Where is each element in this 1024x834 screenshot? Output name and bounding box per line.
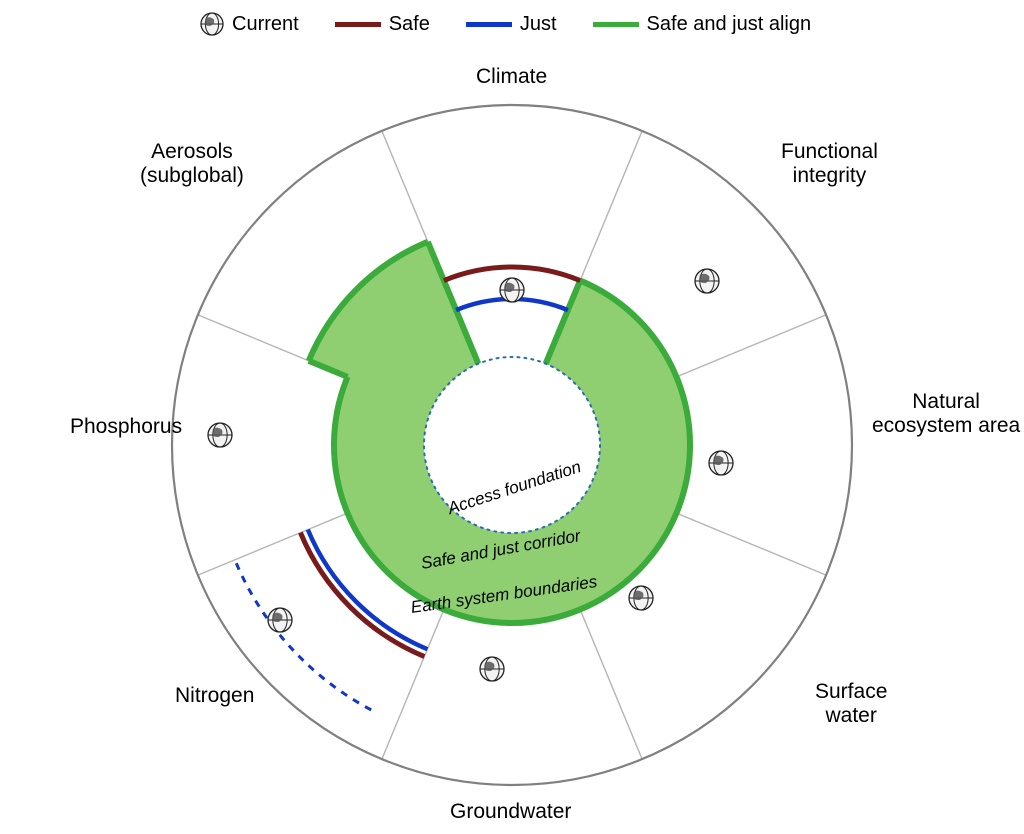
globe-icon [708, 450, 734, 476]
legend-label: Safe [389, 13, 430, 36]
sector-label: Natural ecosystem area [872, 390, 1020, 438]
legend-label: Just [520, 13, 557, 36]
globe-icon [694, 268, 720, 294]
legend-item-current: Current [200, 12, 299, 36]
swatch-just [466, 22, 512, 27]
globe-icon [207, 422, 233, 448]
sector-label: Functional integrity [781, 140, 878, 188]
globe-icon [628, 585, 654, 611]
legend-item-safe: Safe [335, 13, 430, 36]
sector-label: Climate [476, 65, 547, 89]
sector-label: Nitrogen [175, 684, 254, 708]
sector-label: Groundwater [450, 800, 571, 824]
legend-item-safejust: Safe and just align [593, 13, 812, 36]
globe-icon [267, 607, 293, 633]
swatch-safe [335, 22, 381, 27]
globe-icon [200, 12, 224, 36]
legend-item-just: Just [466, 13, 557, 36]
globe-icon [479, 656, 505, 682]
legend-label: Safe and just align [647, 13, 812, 36]
swatch-safejust [593, 22, 639, 27]
diagram-root: { "canvas": { "width": 1024, "height": 8… [0, 0, 1024, 834]
globe-icon [499, 277, 525, 303]
sector-label: Surface water [815, 680, 887, 728]
legend-label: Current [232, 13, 299, 36]
sector-label: Aerosols (subglobal) [140, 140, 244, 188]
sector-label: Phosphorus [70, 415, 182, 439]
legend: Current Safe Just Safe and just align [200, 12, 811, 36]
